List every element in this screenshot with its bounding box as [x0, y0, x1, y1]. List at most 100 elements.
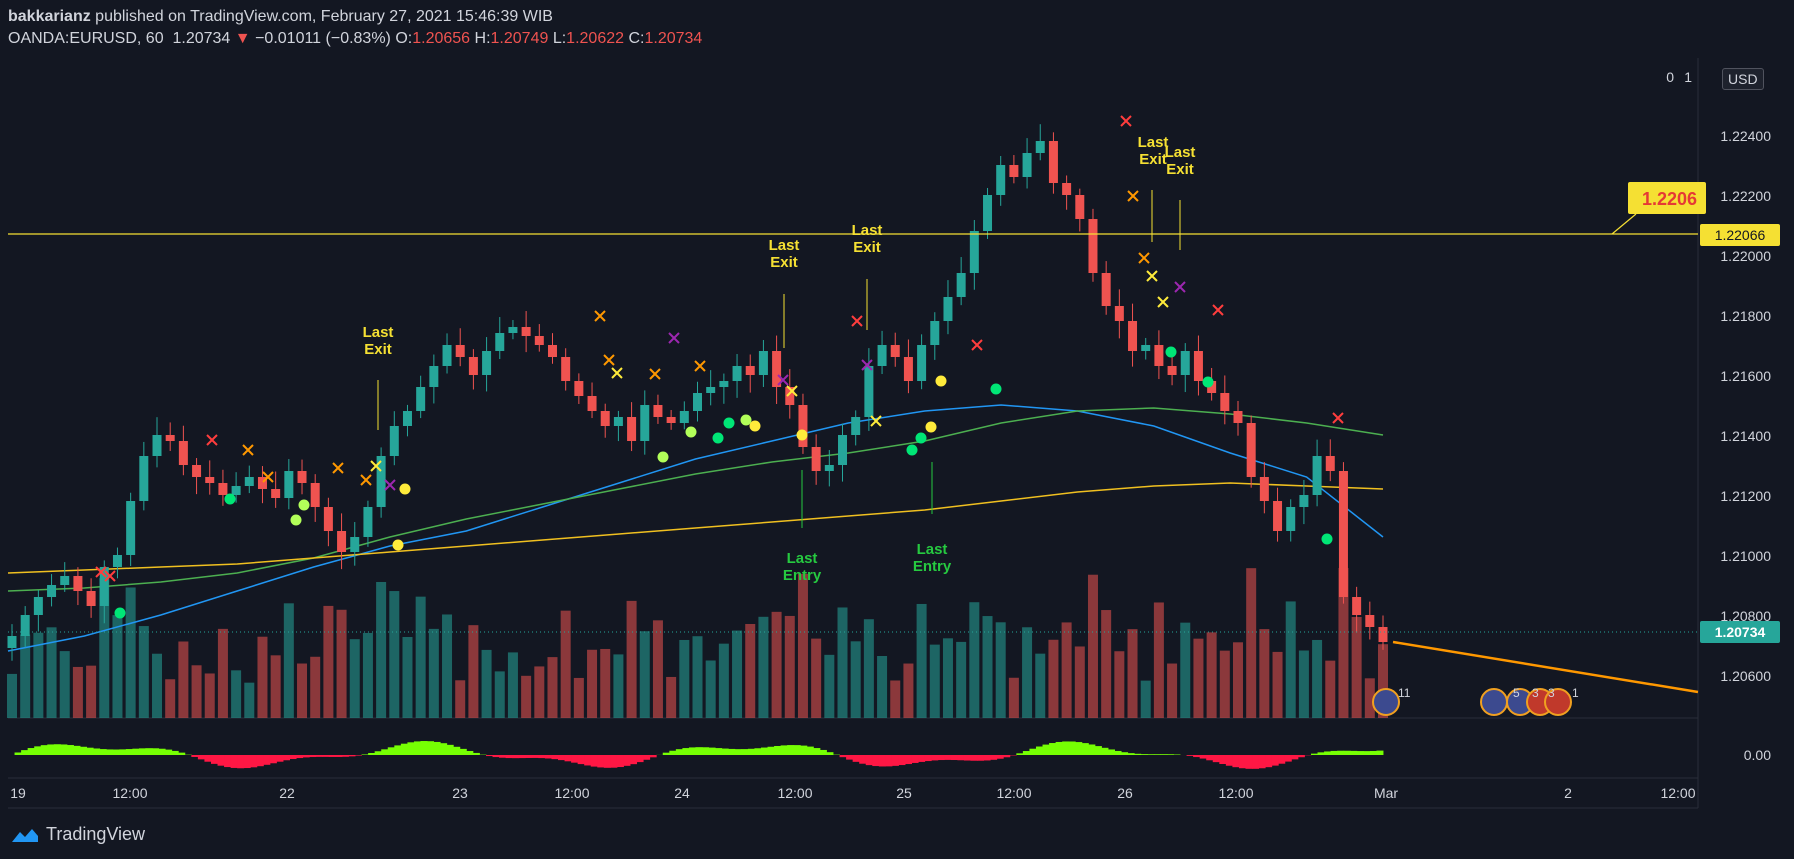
event-badges[interactable]: 11 5 3 3 1 — [1372, 686, 1579, 716]
candle-body — [745, 366, 755, 375]
oscillator-bar — [793, 745, 801, 755]
oscillator-bar — [636, 755, 644, 763]
volume-bar — [99, 578, 110, 718]
oscillator-bar — [1252, 755, 1260, 769]
oscillator-bar — [276, 755, 284, 762]
candle-body — [455, 345, 465, 357]
volume-bar — [1312, 639, 1323, 718]
candle-body — [613, 417, 623, 426]
candle-body — [785, 387, 795, 405]
volume-bar — [1193, 638, 1204, 718]
volume-bar — [1232, 642, 1243, 718]
candle-body — [112, 555, 122, 567]
candle-body — [679, 411, 689, 423]
candlesticks[interactable] — [7, 124, 1388, 661]
signal-cross — [1127, 190, 1139, 202]
open-label: O: — [395, 30, 413, 47]
candle-body — [1101, 273, 1111, 306]
oscillator-bar — [1225, 755, 1233, 766]
volume-bar — [666, 676, 677, 718]
volume-bar — [1246, 568, 1257, 718]
volume-bar — [956, 641, 967, 718]
oscillator-bar — [204, 755, 212, 762]
volume-bar — [1298, 650, 1309, 718]
oscillator-bar — [1271, 755, 1279, 766]
annotation-label: Entry — [783, 567, 822, 584]
hline-callout-box[interactable] — [1628, 182, 1706, 214]
volume-bar — [468, 625, 479, 718]
oscillator-bar — [1160, 754, 1168, 755]
oscillator-bar — [315, 755, 323, 757]
candle-body — [1141, 345, 1151, 351]
oscillator-bar — [400, 743, 408, 755]
candle-body — [824, 465, 834, 471]
currency-badge[interactable]: USD — [1722, 68, 1764, 90]
oscillator-bar — [1147, 754, 1155, 755]
volume-bar — [1022, 627, 1033, 718]
oscillator-bar — [112, 749, 120, 755]
oscillator-bar — [47, 744, 55, 755]
oscillator-bar — [865, 755, 873, 766]
candle-body — [1075, 195, 1085, 219]
signal-dot — [290, 514, 302, 526]
oscillator-bar — [341, 755, 349, 757]
volume-bar — [1087, 574, 1098, 718]
event-badge-eu-icon[interactable] — [1372, 688, 1400, 716]
candle-body — [1088, 219, 1098, 273]
footer-brand[interactable]: TradingView — [10, 824, 145, 845]
oscillator-bar — [603, 755, 611, 768]
signal-cross — [870, 415, 882, 427]
symbol-name[interactable]: OANDA:EURUSD, 60 — [8, 30, 164, 47]
candle-body — [640, 405, 650, 441]
open-value: 1.20656 — [412, 30, 471, 47]
oscillator-bar — [348, 755, 356, 757]
volume-bar — [178, 641, 189, 718]
oscillator-bar — [1376, 750, 1384, 755]
candle-body — [1286, 507, 1296, 531]
event-badge-eu-icon[interactable] — [1480, 688, 1508, 716]
oscillator-bar — [1186, 755, 1194, 756]
event-badge-us-icon[interactable] — [1544, 688, 1572, 716]
volume-bar — [1351, 616, 1362, 718]
event-count: 11 — [1398, 686, 1411, 700]
volume-bar — [72, 666, 83, 718]
oscillator-bar — [558, 755, 565, 761]
annotation-label: Last — [363, 324, 394, 341]
oscillator-bar — [1042, 744, 1050, 755]
candle-body — [903, 357, 913, 381]
volume-bar — [679, 639, 690, 718]
oscillator-bar — [846, 755, 854, 760]
candle-body — [1220, 393, 1230, 411]
candle-body — [1009, 165, 1019, 177]
signal-cross — [611, 367, 623, 379]
candle-body — [666, 417, 676, 423]
candle-body — [956, 273, 966, 297]
oscillator-bar — [1081, 743, 1089, 755]
trend-line[interactable] — [1392, 640, 1699, 694]
volume-bar — [916, 603, 927, 718]
oscillator-bar — [1232, 755, 1240, 768]
oscillator-bar — [230, 755, 238, 768]
candle-body — [416, 387, 426, 411]
volume-bar — [850, 641, 861, 718]
oscillator-bar — [813, 748, 821, 755]
volume-bar — [652, 620, 663, 718]
candle-body — [1207, 381, 1217, 393]
price-axis[interactable]: 1 0 1.22400 1.22200 1.22000 1.21800 1.21… — [1666, 69, 1771, 763]
chart-pane[interactable] — [8, 58, 1698, 718]
annotation-label: Last — [769, 237, 800, 254]
oscillator-bar — [1075, 742, 1083, 755]
oscillator-bar — [485, 755, 493, 757]
oscillator-bar — [1297, 755, 1305, 758]
candle-body — [1128, 321, 1138, 351]
oscillator-bar — [787, 745, 795, 755]
time-axis[interactable]: 19 12:00 22 23 12:00 24 12:00 25 12:00 2… — [10, 785, 1696, 801]
publisher-name[interactable]: bakkarianz — [8, 8, 91, 25]
hline-callout-text: 1.2206 — [1642, 189, 1697, 209]
price-tick: 1.22000 — [1720, 248, 1771, 264]
volume-bar — [494, 671, 505, 718]
oscillator-bar — [374, 751, 382, 755]
oscillator-bar — [800, 745, 808, 755]
price-tick: 1.21200 — [1720, 488, 1771, 504]
